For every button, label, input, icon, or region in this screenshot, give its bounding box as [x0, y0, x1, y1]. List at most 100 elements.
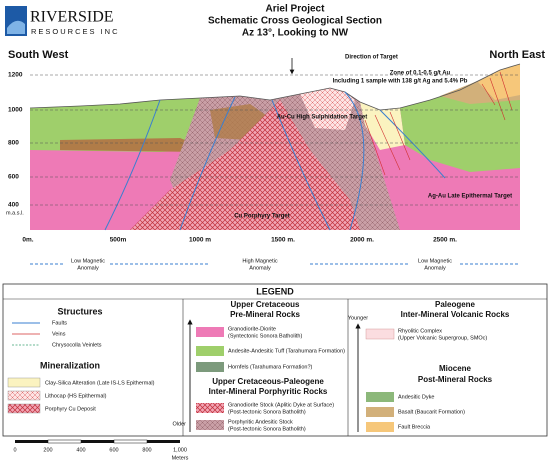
legend-box — [2, 283, 548, 437]
vein — [364, 119, 386, 176]
fault-breccia — [478, 64, 520, 100]
legend-item: (Post-tectonic Sonora Batholith) — [228, 426, 306, 432]
logo-name: RIVERSIDE — [30, 9, 114, 26]
legend-item: Veins — [52, 331, 66, 337]
legend-item: (Post-tectonic Sonora Batholith) — [228, 409, 306, 415]
scale-segment — [113, 439, 148, 444]
legend-item: (Syntectonic Sonora Batholith) — [228, 333, 302, 339]
title: Schematic Cross Geological Section — [208, 16, 382, 27]
target-label: Cu Porphyry Target — [234, 214, 290, 220]
legend-heading: Paleogene — [435, 300, 476, 309]
scale-segment — [47, 439, 82, 444]
scale-segment — [81, 440, 114, 443]
cross-section — [29, 58, 521, 231]
ground-surface — [29, 63, 521, 111]
scale-label: 600 — [109, 447, 118, 453]
scale-segment — [147, 440, 180, 443]
legend-item: Basalt (Baucarit Formation) — [398, 409, 465, 415]
title: Az 13°, Looking to NW — [242, 28, 349, 39]
logo-wave — [7, 20, 25, 34]
distance-label: 500m — [110, 237, 127, 244]
andesitic-stock-swatch — [196, 420, 224, 430]
fault — [379, 109, 446, 179]
anomaly-label: Anomaly — [249, 265, 271, 271]
distance-label: 1000 m — [189, 237, 211, 244]
clay-silica — [360, 102, 405, 150]
legend-item: Porphyry Cu Deposit — [45, 406, 96, 412]
distance-label: 1500 m. — [271, 237, 295, 244]
distance-label: 2000 m. — [350, 237, 374, 244]
legend-item: Porphyritic Andesitic Stock — [228, 419, 293, 425]
legend-item: Hornfels (Tarahumara Formation?) — [228, 364, 313, 370]
rhyolite-swatch — [365, 328, 395, 340]
elevation-label: 400 — [8, 202, 19, 209]
legend-heading: Mineralization — [40, 360, 100, 370]
basalt-band — [60, 138, 200, 152]
legend-item: Granodiorite Stock (Aplitic Dyke at Surf… — [228, 402, 334, 408]
anomaly-label: High Magnetic — [242, 258, 277, 264]
lithocap — [300, 88, 355, 130]
basalt-swatch — [366, 407, 394, 417]
side-label: North East — [489, 49, 545, 61]
fault — [344, 91, 365, 231]
target-label: Ag-Au Late Epithermal Target — [428, 194, 512, 200]
breccia-swatch — [366, 422, 394, 432]
vein — [481, 83, 496, 106]
legend-item: Clay-Silica Alteration (Late IS-LS Epith… — [45, 380, 155, 386]
legend-item: Granodiorite-Diorite — [228, 326, 276, 332]
elevation-label: 600 — [8, 174, 19, 181]
legend-title: LEGEND — [256, 286, 294, 296]
dyke-swatch — [366, 392, 394, 402]
distance-label: 0m. — [22, 237, 33, 244]
scale-bar: 0 200 400 600 800 1,000 Meters — [13, 439, 189, 461]
title: Ariel Project — [266, 4, 326, 15]
distance-label: 2500 m. — [433, 237, 457, 244]
legend-heading: Inter-Mineral Porphyritic Rocks — [209, 387, 328, 396]
scale-segment — [15, 440, 48, 443]
legend: LEGEND Structures Faults Veins Chrysocol… — [2, 283, 548, 437]
elevation-label: 1000 — [8, 107, 23, 114]
clay-swatch — [7, 377, 41, 388]
scale-label: 1,000 — [173, 447, 187, 453]
legend-heading: Upper Cretaceous-Paleogene — [212, 377, 324, 386]
elevation-label: 800 — [8, 140, 19, 147]
legend-item: Andesitic Dyke — [398, 394, 434, 400]
porphyry-cu — [130, 100, 360, 230]
vein — [499, 71, 513, 111]
legend-heading: Miocene — [439, 364, 472, 373]
faults — [104, 91, 446, 231]
annotation: Zone of 0.1-0.5 g/t Au — [390, 71, 451, 77]
annotation: Including 1 sample with 138 g/t Ag and 5… — [333, 79, 468, 85]
legend-heading: Inter-Mineral Volcanic Rocks — [401, 310, 510, 319]
scale-unit: Meters — [172, 455, 189, 461]
porphyry-swatch — [7, 403, 41, 414]
legend-heading: Pre-Mineral Rocks — [230, 310, 300, 319]
anomaly-label: Anomaly — [424, 265, 446, 271]
fault — [104, 99, 161, 231]
age-label: Younger — [348, 315, 368, 321]
legend-item: Fault Breccia — [398, 424, 431, 430]
vein — [374, 114, 401, 171]
scale-label: 200 — [43, 447, 52, 453]
elevation-label: 1200 — [8, 72, 23, 79]
legend-item: (Upper Volcanic Supergroup, SMOc) — [398, 335, 487, 341]
legend-item: Faults — [52, 320, 67, 326]
target-label: Au-Cu High Sulphidation Target — [277, 115, 368, 121]
scale-label: 800 — [142, 447, 151, 453]
grid — [30, 74, 520, 206]
veins — [364, 71, 513, 176]
granodiorite-swatch — [196, 327, 224, 337]
anomaly-label: Low Magnetic — [418, 258, 452, 264]
legend-item: Chrysocolla Veinlets — [52, 342, 102, 348]
legend-item: Lithocap (HS Epithermal) — [45, 393, 107, 399]
scale-label: 400 — [76, 447, 85, 453]
annotation: Direction of Target — [345, 55, 398, 61]
stock-swatch — [196, 403, 224, 413]
anomaly-label: Low Magnetic — [71, 258, 105, 264]
fault — [179, 96, 236, 231]
scale-label: 0 — [13, 447, 16, 453]
anomaly-label: Anomaly — [77, 265, 99, 271]
legend-heading: Post-Mineral Rocks — [418, 375, 493, 384]
vein — [489, 77, 506, 121]
side-label: South West — [8, 49, 69, 61]
